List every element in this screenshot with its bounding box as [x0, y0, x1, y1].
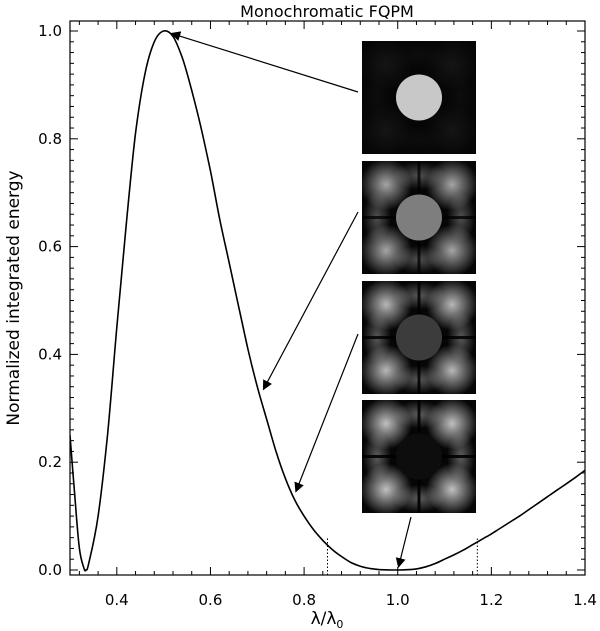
callout-arrow: [262, 211, 359, 391]
inset-image: [360, 38, 478, 157]
axis-ticks: [70, 21, 586, 575]
chart-title: Monochromatic FQPM: [240, 2, 414, 21]
y-tick-label: 0.4: [38, 345, 62, 363]
y-tick-label: 0.6: [38, 238, 62, 256]
inset-speckle: [426, 104, 478, 157]
inset-disk: [396, 74, 442, 121]
inset-image: [360, 397, 478, 516]
callout-arrow: [294, 333, 359, 493]
curve-group: [70, 29, 585, 572]
inset-image: [360, 278, 478, 397]
x-tick-label: 0.8: [292, 591, 316, 609]
inset-image: [360, 158, 478, 277]
inset-images: [360, 38, 478, 516]
x-tick-label: 0.4: [105, 591, 129, 609]
callout-arrow: [395, 516, 412, 569]
inset-disk: [396, 194, 442, 241]
y-tick-label: 0.0: [38, 561, 62, 579]
x-tick-label: 1.4: [573, 591, 597, 609]
y-tick-label: 0.2: [38, 453, 62, 471]
axis-tick-labels: 0.4 0.6 0.8 1.0 1.2 1.4 0.0 0.2 0.4 0.6 0.8 1.0: [38, 22, 597, 609]
x-tick-label: 0.6: [199, 591, 223, 609]
callout-arrows: [170, 31, 412, 569]
x-axis-label: λ/λ0: [311, 609, 344, 631]
inset-disk: [396, 314, 442, 361]
reference-lines: [327, 537, 478, 575]
inset-speckle: [426, 38, 478, 91]
callout-arrow: [170, 31, 359, 93]
energy-curve: [70, 29, 585, 572]
inset-speckle: [360, 38, 412, 91]
x-tick-label: 1.0: [386, 591, 410, 609]
y-tick-label: 0.8: [38, 130, 62, 148]
plot-frame: [69, 20, 586, 576]
inset-speckle: [360, 104, 412, 157]
inset-disk: [396, 433, 442, 480]
x-tick-label: 1.2: [479, 591, 503, 609]
y-tick-label: 1.0: [38, 22, 62, 40]
y-axis-label: Normalized integrated energy: [4, 170, 24, 425]
